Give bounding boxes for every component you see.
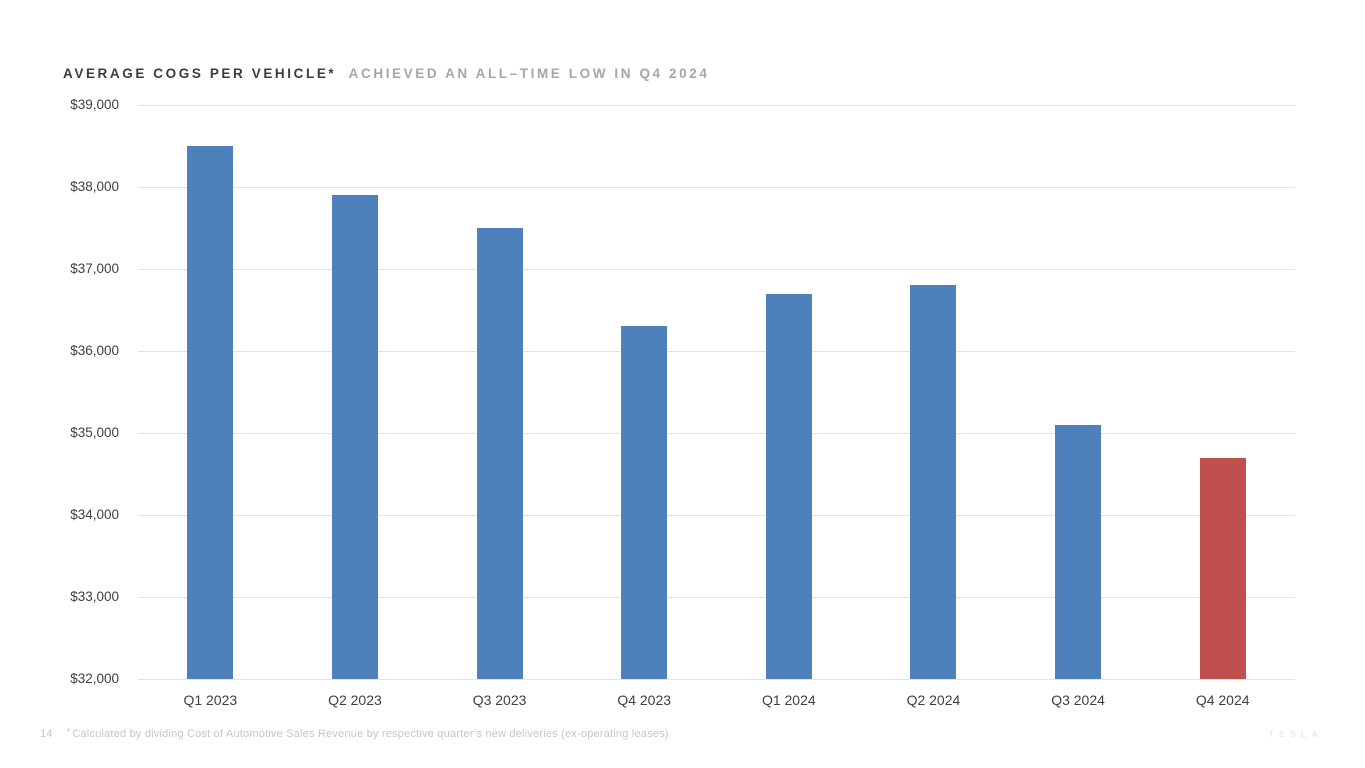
bar-q4-2023	[621, 326, 668, 679]
y-tick-label: $34,000	[70, 507, 119, 522]
gridline	[138, 596, 1295, 598]
slide-title: AVERAGE COGS PER VEHICLE* ACHIEVED AN AL…	[63, 66, 709, 81]
bar-q2-2023	[331, 195, 378, 679]
footnote-text: Calculated by dividing Cost of Automotiv…	[72, 728, 669, 740]
x-tick-label: Q1 2024	[761, 692, 816, 708]
gridline	[138, 678, 1295, 680]
bar-q3-2024	[1055, 424, 1102, 679]
footnote-asterisk: *	[66, 727, 71, 737]
gridline	[138, 186, 1295, 188]
y-tick-label: $33,000	[70, 589, 119, 604]
y-tick-label: $32,000	[70, 671, 119, 686]
x-tick-label: Q4 2024	[1195, 692, 1250, 708]
bar-q1-2023	[187, 146, 234, 679]
y-tick-label: $35,000	[70, 425, 119, 440]
page-number: 14	[40, 728, 53, 740]
gridline	[138, 432, 1295, 434]
slide-title-secondary: ACHIEVED AN ALL–TIME LOW IN Q4 2024	[348, 66, 710, 81]
x-tick-label: Q3 2023	[472, 692, 527, 708]
gridline	[138, 514, 1295, 516]
x-tick-label: Q2 2023	[328, 692, 382, 708]
bar-q1-2024	[765, 293, 812, 679]
tesla-wordmark: TESLA	[1268, 729, 1323, 739]
x-tick-label: Q2 2024	[906, 692, 961, 708]
footnote: 14 * Calculated by dividing Cost of Automo…	[40, 727, 669, 740]
y-tick-label: $37,000	[70, 261, 119, 276]
bar-q3-2023	[476, 228, 523, 679]
slide-title-primary: AVERAGE COGS PER VEHICLE*	[63, 66, 337, 81]
y-tick-label: $36,000	[70, 343, 119, 358]
x-tick-label: Q4 2023	[617, 692, 672, 708]
gridline	[138, 268, 1295, 270]
gridline	[138, 350, 1295, 352]
bar-q2-2024	[910, 285, 957, 679]
x-tick-label: Q3 2024	[1051, 692, 1105, 708]
bar-q4-2024	[1199, 457, 1246, 679]
x-tick-label: Q1 2023	[183, 692, 238, 708]
y-tick-label: $38,000	[70, 179, 119, 194]
gridline	[138, 104, 1295, 106]
y-tick-label: $39,000	[70, 97, 119, 112]
